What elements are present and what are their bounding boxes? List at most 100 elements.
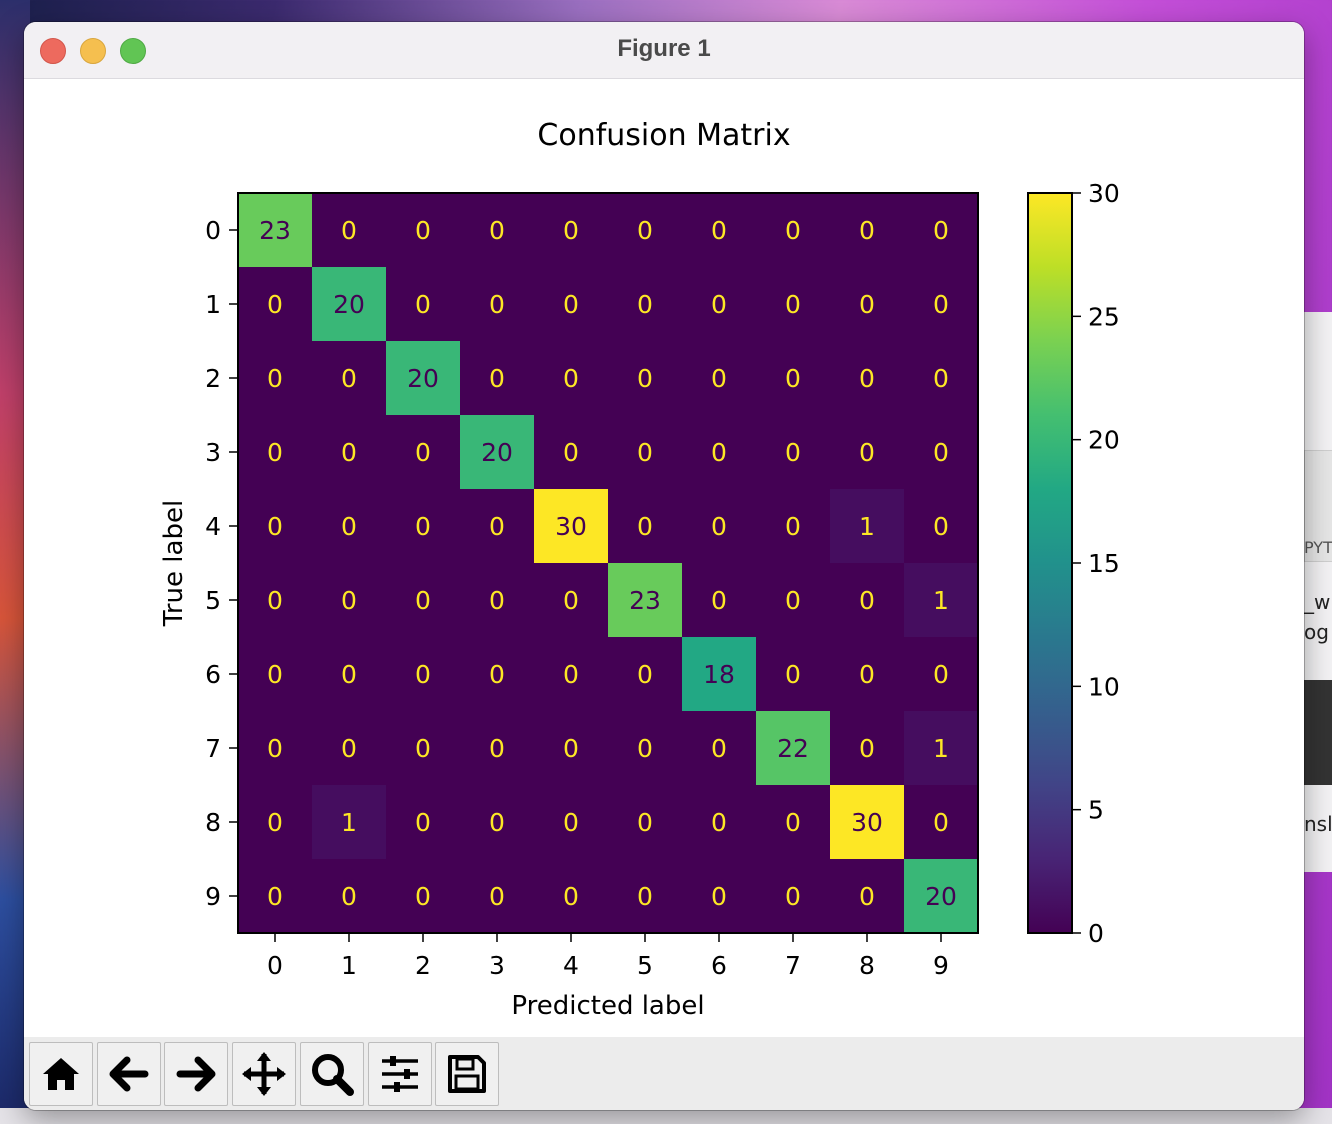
chart-title: Confusion Matrix bbox=[537, 118, 790, 153]
matrix-cell bbox=[312, 859, 387, 934]
matrix-cell bbox=[460, 267, 535, 342]
matrix-cell bbox=[238, 637, 313, 712]
cell-value-label: 0 bbox=[267, 438, 283, 467]
matrix-cell bbox=[238, 563, 313, 638]
cell-value-label: 22 bbox=[777, 734, 809, 763]
matrix-cell bbox=[904, 711, 979, 786]
x-tick-label: 4 bbox=[563, 951, 579, 980]
matrix-cell bbox=[682, 563, 757, 638]
save-button[interactable] bbox=[435, 1042, 499, 1106]
back-button[interactable] bbox=[97, 1042, 161, 1106]
zoom-button[interactable] bbox=[300, 1042, 364, 1106]
matrix-cell bbox=[386, 711, 461, 786]
cell-value-label: 0 bbox=[637, 808, 653, 837]
matrix-cell bbox=[608, 267, 683, 342]
title-bar[interactable]: Figure 1 bbox=[24, 22, 1304, 79]
cell-value-label: 0 bbox=[711, 882, 727, 911]
matrix-cell bbox=[386, 415, 461, 490]
minimize-window-button[interactable] bbox=[80, 38, 106, 64]
matrix-cell bbox=[904, 341, 979, 416]
background-thumbnail bbox=[1304, 450, 1332, 562]
arrow-right-icon bbox=[176, 1056, 216, 1092]
cell-value-label: 0 bbox=[933, 364, 949, 393]
background-text: PYT bbox=[1304, 538, 1332, 557]
matrix-cell bbox=[534, 341, 609, 416]
matrix-cell bbox=[756, 489, 831, 564]
matrix-cell bbox=[386, 193, 461, 268]
cell-value-label: 0 bbox=[785, 808, 801, 837]
matrix-cell bbox=[756, 785, 831, 860]
matrix-cell bbox=[904, 563, 979, 638]
matrix-cell bbox=[238, 267, 313, 342]
cell-value-label: 0 bbox=[859, 586, 875, 615]
matrix-cell bbox=[312, 341, 387, 416]
cell-value-label: 0 bbox=[267, 512, 283, 541]
figure-canvas[interactable]: Confusion Matrix 23 0 0 0 0 0 0 0 0 0 0 20 0 0 0 0 0 0 0 0 0 0… bbox=[24, 79, 1304, 1037]
matrix-cell bbox=[682, 785, 757, 860]
matrix-cell bbox=[682, 193, 757, 268]
matrix-cell bbox=[756, 637, 831, 712]
cell-value-label: 20 bbox=[407, 364, 439, 393]
background-text: nsl bbox=[1304, 812, 1332, 836]
x-tick-label: 3 bbox=[489, 951, 505, 980]
cell-value-label: 0 bbox=[563, 216, 579, 245]
move-icon bbox=[242, 1052, 286, 1096]
matrix-cell bbox=[534, 711, 609, 786]
cell-value-label: 0 bbox=[859, 364, 875, 393]
y-tick-label: 5 bbox=[205, 586, 221, 615]
matrix-cell bbox=[904, 637, 979, 712]
matrix-cell bbox=[312, 711, 387, 786]
cell-value-label: 30 bbox=[851, 808, 883, 837]
matrix-cell bbox=[312, 489, 387, 564]
matrix-cell bbox=[830, 785, 905, 860]
matrix-cell bbox=[386, 489, 461, 564]
cell-value-label: 0 bbox=[711, 290, 727, 319]
matrix-cell bbox=[608, 415, 683, 490]
cell-value-label: 0 bbox=[415, 808, 431, 837]
matrix-cell bbox=[312, 193, 387, 268]
colorbar-tick-label: 10 bbox=[1088, 672, 1120, 701]
matrix-cell bbox=[460, 489, 535, 564]
y-tick-label: 1 bbox=[205, 290, 221, 319]
matrix-cell bbox=[534, 563, 609, 638]
matrix-cell bbox=[386, 563, 461, 638]
colorbar-tick-label: 30 bbox=[1088, 179, 1120, 208]
matrix-cell bbox=[534, 637, 609, 712]
cell-value-label: 0 bbox=[267, 734, 283, 763]
x-tick-label: 1 bbox=[341, 951, 357, 980]
pan-button[interactable] bbox=[232, 1042, 296, 1106]
cell-value-label: 18 bbox=[703, 660, 735, 689]
cell-value-label: 0 bbox=[933, 438, 949, 467]
matrix-cell bbox=[682, 341, 757, 416]
cell-value-label: 0 bbox=[563, 808, 579, 837]
cell-value-label: 0 bbox=[711, 734, 727, 763]
cell-value-label: 0 bbox=[341, 438, 357, 467]
cell-value-label: 0 bbox=[785, 364, 801, 393]
matrix-cell bbox=[386, 267, 461, 342]
matrix-cell bbox=[830, 267, 905, 342]
close-window-button[interactable] bbox=[40, 38, 66, 64]
matrix-cell bbox=[904, 415, 979, 490]
colorbar bbox=[1027, 192, 1073, 934]
cell-value-label: 0 bbox=[341, 512, 357, 541]
forward-button[interactable] bbox=[164, 1042, 228, 1106]
cell-value-label: 0 bbox=[341, 364, 357, 393]
maximize-window-button[interactable] bbox=[120, 38, 146, 64]
matrix-cell bbox=[682, 637, 757, 712]
matrix-cell bbox=[904, 193, 979, 268]
matrix-cell bbox=[682, 859, 757, 934]
cell-value-label: 0 bbox=[711, 586, 727, 615]
cell-value-label: 0 bbox=[933, 216, 949, 245]
configure-subplots-button[interactable] bbox=[368, 1042, 432, 1106]
floppy-disk-icon bbox=[448, 1055, 486, 1093]
background-thumbnail bbox=[1304, 680, 1332, 785]
figure-window: Figure 1 Confusion Matrix 23 0 0 0 0 0 0 0 0 0 0 20 0… bbox=[24, 22, 1304, 1110]
cell-value-label: 0 bbox=[267, 882, 283, 911]
cell-value-label: 0 bbox=[785, 216, 801, 245]
y-tick-label: 9 bbox=[205, 882, 221, 911]
home-button[interactable] bbox=[29, 1042, 93, 1106]
x-tick-label: 7 bbox=[785, 951, 801, 980]
matrix-cell bbox=[682, 489, 757, 564]
matrix-cell bbox=[238, 415, 313, 490]
cell-value-label: 0 bbox=[267, 808, 283, 837]
